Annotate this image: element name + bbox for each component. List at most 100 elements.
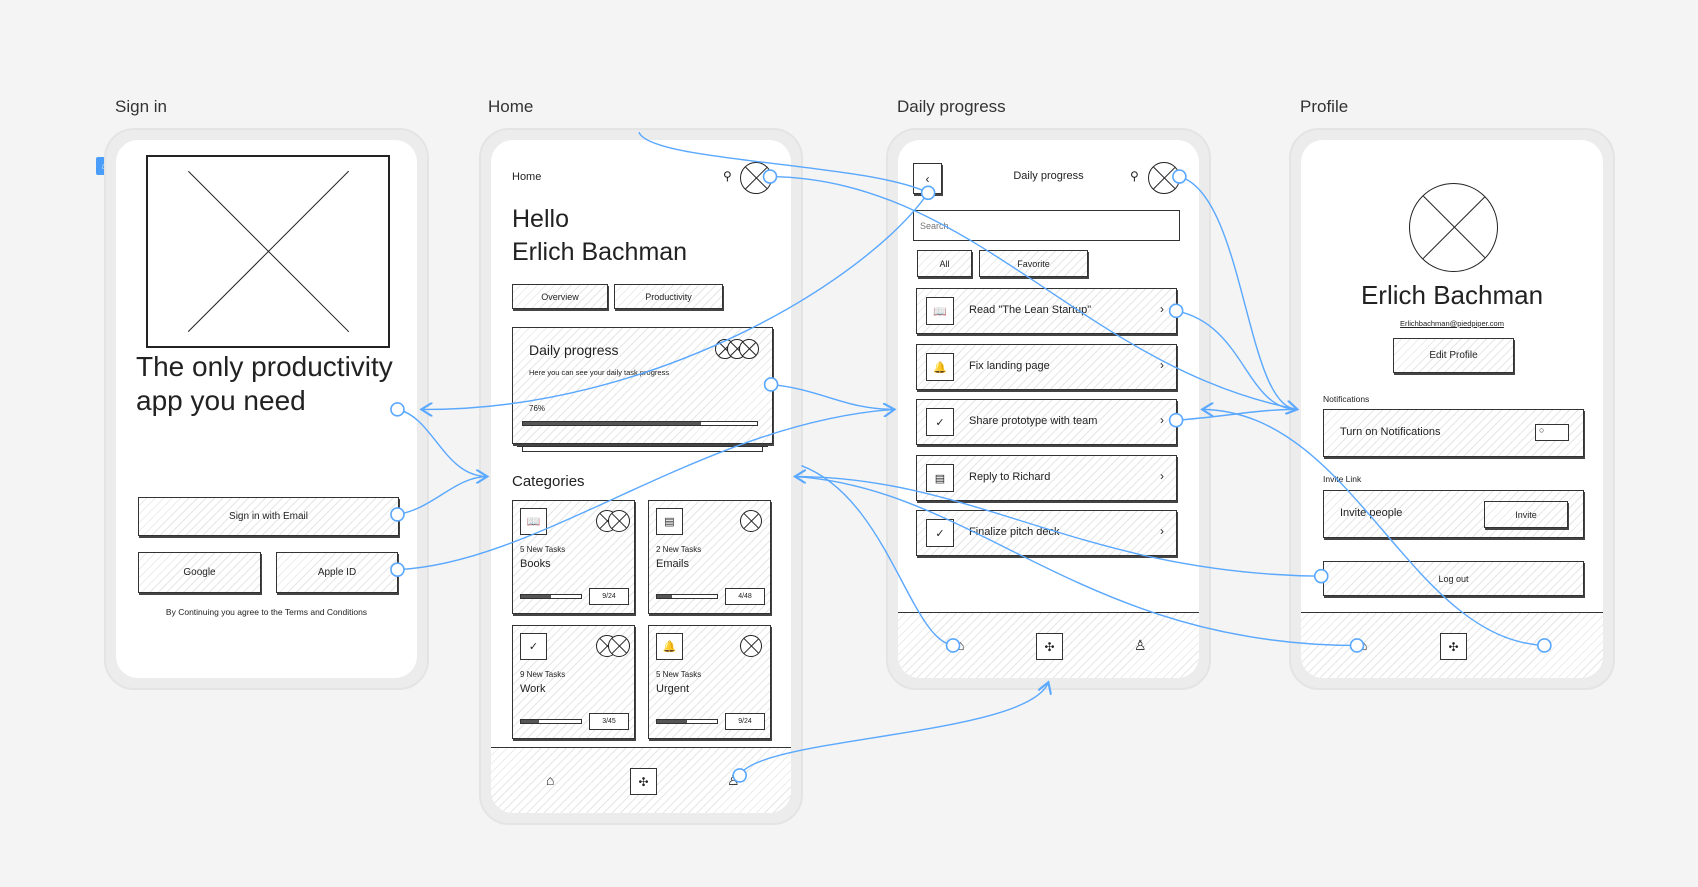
archive-icon: ▤ xyxy=(656,508,683,535)
home-nav-icon[interactable]: ⌂ xyxy=(546,772,555,788)
frame-label-signin: Sign in xyxy=(115,97,167,116)
profile-email[interactable]: Erlichbachman@piedpiper.com xyxy=(1400,319,1504,328)
profile-avatar[interactable] xyxy=(1409,183,1498,272)
avatar xyxy=(740,635,762,657)
category-badge: 9/24 xyxy=(725,713,765,730)
logout-button[interactable]: Log out xyxy=(1323,561,1584,596)
profile-nav-icon[interactable]: ♙ xyxy=(1134,637,1147,653)
bottom-nav: ⌂ ✣ ♙ xyxy=(1301,612,1603,678)
bottom-nav: ⌂ ✣ ♙ xyxy=(491,747,791,813)
invite-text: Invite people xyxy=(1340,507,1403,519)
home-nav-icon[interactable]: ⌂ xyxy=(1359,637,1368,653)
add-nav-icon[interactable]: ✣ xyxy=(630,768,657,795)
profile-screen: Erlich Bachman Erlichbachman@piedpiper.c… xyxy=(1301,140,1603,678)
category-name: Urgent xyxy=(656,683,690,695)
google-button[interactable]: Google xyxy=(138,552,261,593)
notifications-toggle[interactable]: ○ xyxy=(1535,424,1569,441)
signin-frame: The only productivity app you need Sign … xyxy=(104,128,429,690)
invite-button[interactable]: Invite xyxy=(1484,501,1568,528)
apple-id-button[interactable]: Apple ID xyxy=(276,552,398,593)
task-label: Finalize pitch deck xyxy=(969,526,1060,538)
signin-screen: The only productivity app you need Sign … xyxy=(116,140,417,678)
frame-label-daily: Daily progress xyxy=(897,97,1006,116)
headline-line-1: The only productivity xyxy=(136,351,393,382)
chevron-right-icon[interactable]: › xyxy=(1160,413,1164,427)
filter-favorite[interactable]: Favorite xyxy=(979,250,1088,277)
bottom-nav: ⌂ ✣ ♙ xyxy=(898,612,1199,678)
home-nav-icon[interactable]: ⌂ xyxy=(956,637,965,653)
signin-headline: The only productivity app you need xyxy=(136,350,393,418)
bell-icon: 🔔 xyxy=(656,633,683,660)
category-progress-bar xyxy=(656,719,718,724)
task-row[interactable]: ✓ Finalize pitch deck › xyxy=(916,510,1177,556)
greeting: Hello Erlich Bachman xyxy=(512,203,687,269)
add-nav-icon[interactable]: ✣ xyxy=(1440,633,1467,660)
invite-card: Invite people Invite xyxy=(1323,490,1584,538)
search-input[interactable] xyxy=(913,210,1180,241)
category-card[interactable]: 📖 5 New Tasks Books 9/24 xyxy=(512,500,635,614)
edit-profile-button[interactable]: Edit Profile xyxy=(1393,338,1514,373)
category-progress-bar xyxy=(656,594,718,599)
headline-line-2: app you need xyxy=(136,385,306,416)
chevron-right-icon[interactable]: › xyxy=(1160,524,1164,538)
category-card[interactable]: ✓ 9 New Tasks Work 3/45 xyxy=(512,625,635,739)
check-icon: ✓ xyxy=(926,519,954,547)
category-progress-bar xyxy=(520,594,582,599)
profile-nav-icon[interactable]: ♙ xyxy=(727,772,740,788)
task-count: 2 New Tasks xyxy=(656,545,702,554)
home-frame: Home ⚲ Hello Erlich Bachman Overview Pro… xyxy=(479,128,803,825)
add-nav-icon[interactable]: ✣ xyxy=(1036,633,1063,660)
task-label: Read "The Lean Startup" xyxy=(969,304,1092,316)
home-header: Home xyxy=(512,171,542,183)
user-name: Erlich Bachman xyxy=(512,238,688,266)
profile-name: Erlich Bachman xyxy=(1360,280,1544,310)
notifications-label: Notifications xyxy=(1323,394,1370,404)
avatar[interactable] xyxy=(1148,162,1180,194)
daily-progress-card[interactable]: Daily progress Here you can see your dai… xyxy=(512,327,773,444)
avatar xyxy=(740,510,762,532)
task-count: 9 New Tasks xyxy=(520,670,566,679)
avatar xyxy=(608,635,630,657)
tab-productivity[interactable]: Productivity xyxy=(614,284,723,309)
task-count: 5 New Tasks xyxy=(656,670,702,679)
daily-frame: ‹ Daily progress ⚲ All Favorite 📖 Read "… xyxy=(886,128,1211,690)
tab-overview[interactable]: Overview xyxy=(512,284,608,309)
task-row[interactable]: 🔔 Fix landing page › xyxy=(916,344,1177,390)
search-icon[interactable]: ⚲ xyxy=(723,169,732,183)
daily-screen: ‹ Daily progress ⚲ All Favorite 📖 Read "… xyxy=(898,140,1199,678)
image-placeholder xyxy=(146,155,390,348)
card-subtitle: Here you can see your daily task progres… xyxy=(529,368,670,377)
search-icon[interactable]: ⚲ xyxy=(1130,169,1139,183)
task-label: Reply to Richard xyxy=(969,471,1051,483)
chevron-right-icon[interactable]: › xyxy=(1160,302,1164,316)
category-name: Emails xyxy=(656,558,690,570)
bell-icon: 🔔 xyxy=(926,353,954,381)
task-row[interactable]: ✓ Share prototype with team › xyxy=(916,399,1177,445)
avatar xyxy=(608,510,630,532)
chevron-right-icon[interactable]: › xyxy=(1160,469,1164,483)
avatar xyxy=(739,339,759,359)
book-icon: 📖 xyxy=(520,508,547,535)
category-name: Work xyxy=(520,683,546,695)
task-label: Share prototype with team xyxy=(969,415,1098,427)
invite-link-label: Invite Link xyxy=(1323,474,1362,484)
task-row[interactable]: 📖 Read "The Lean Startup" › xyxy=(916,288,1177,334)
profile-nav-icon[interactable]: ♙ xyxy=(1540,637,1553,653)
check-icon: ✓ xyxy=(520,633,547,660)
category-card[interactable]: 🔔 5 New Tasks Urgent 9/24 xyxy=(648,625,771,739)
card-title: Daily progress xyxy=(529,342,619,358)
avatar[interactable] xyxy=(740,162,772,194)
profile-frame: Erlich Bachman Erlichbachman@piedpiper.c… xyxy=(1289,128,1615,690)
check-icon: ✓ xyxy=(926,408,954,436)
filter-all[interactable]: All xyxy=(917,250,972,277)
sign-in-email-button[interactable]: Sign in with Email xyxy=(138,497,399,536)
category-progress-bar xyxy=(520,719,582,724)
task-label: Fix landing page xyxy=(969,360,1050,372)
book-icon: 📖 xyxy=(926,297,954,325)
terms-text[interactable]: By Continuing you agree to the Terms and… xyxy=(165,607,368,617)
category-card[interactable]: ▤ 2 New Tasks Emails 4/48 xyxy=(648,500,771,614)
task-row[interactable]: ▤ Reply to Richard › xyxy=(916,455,1177,501)
progress-percent: 76% xyxy=(529,404,546,413)
chevron-right-icon[interactable]: › xyxy=(1160,358,1164,372)
notifications-card: Turn on Notifications ○ xyxy=(1323,409,1584,457)
